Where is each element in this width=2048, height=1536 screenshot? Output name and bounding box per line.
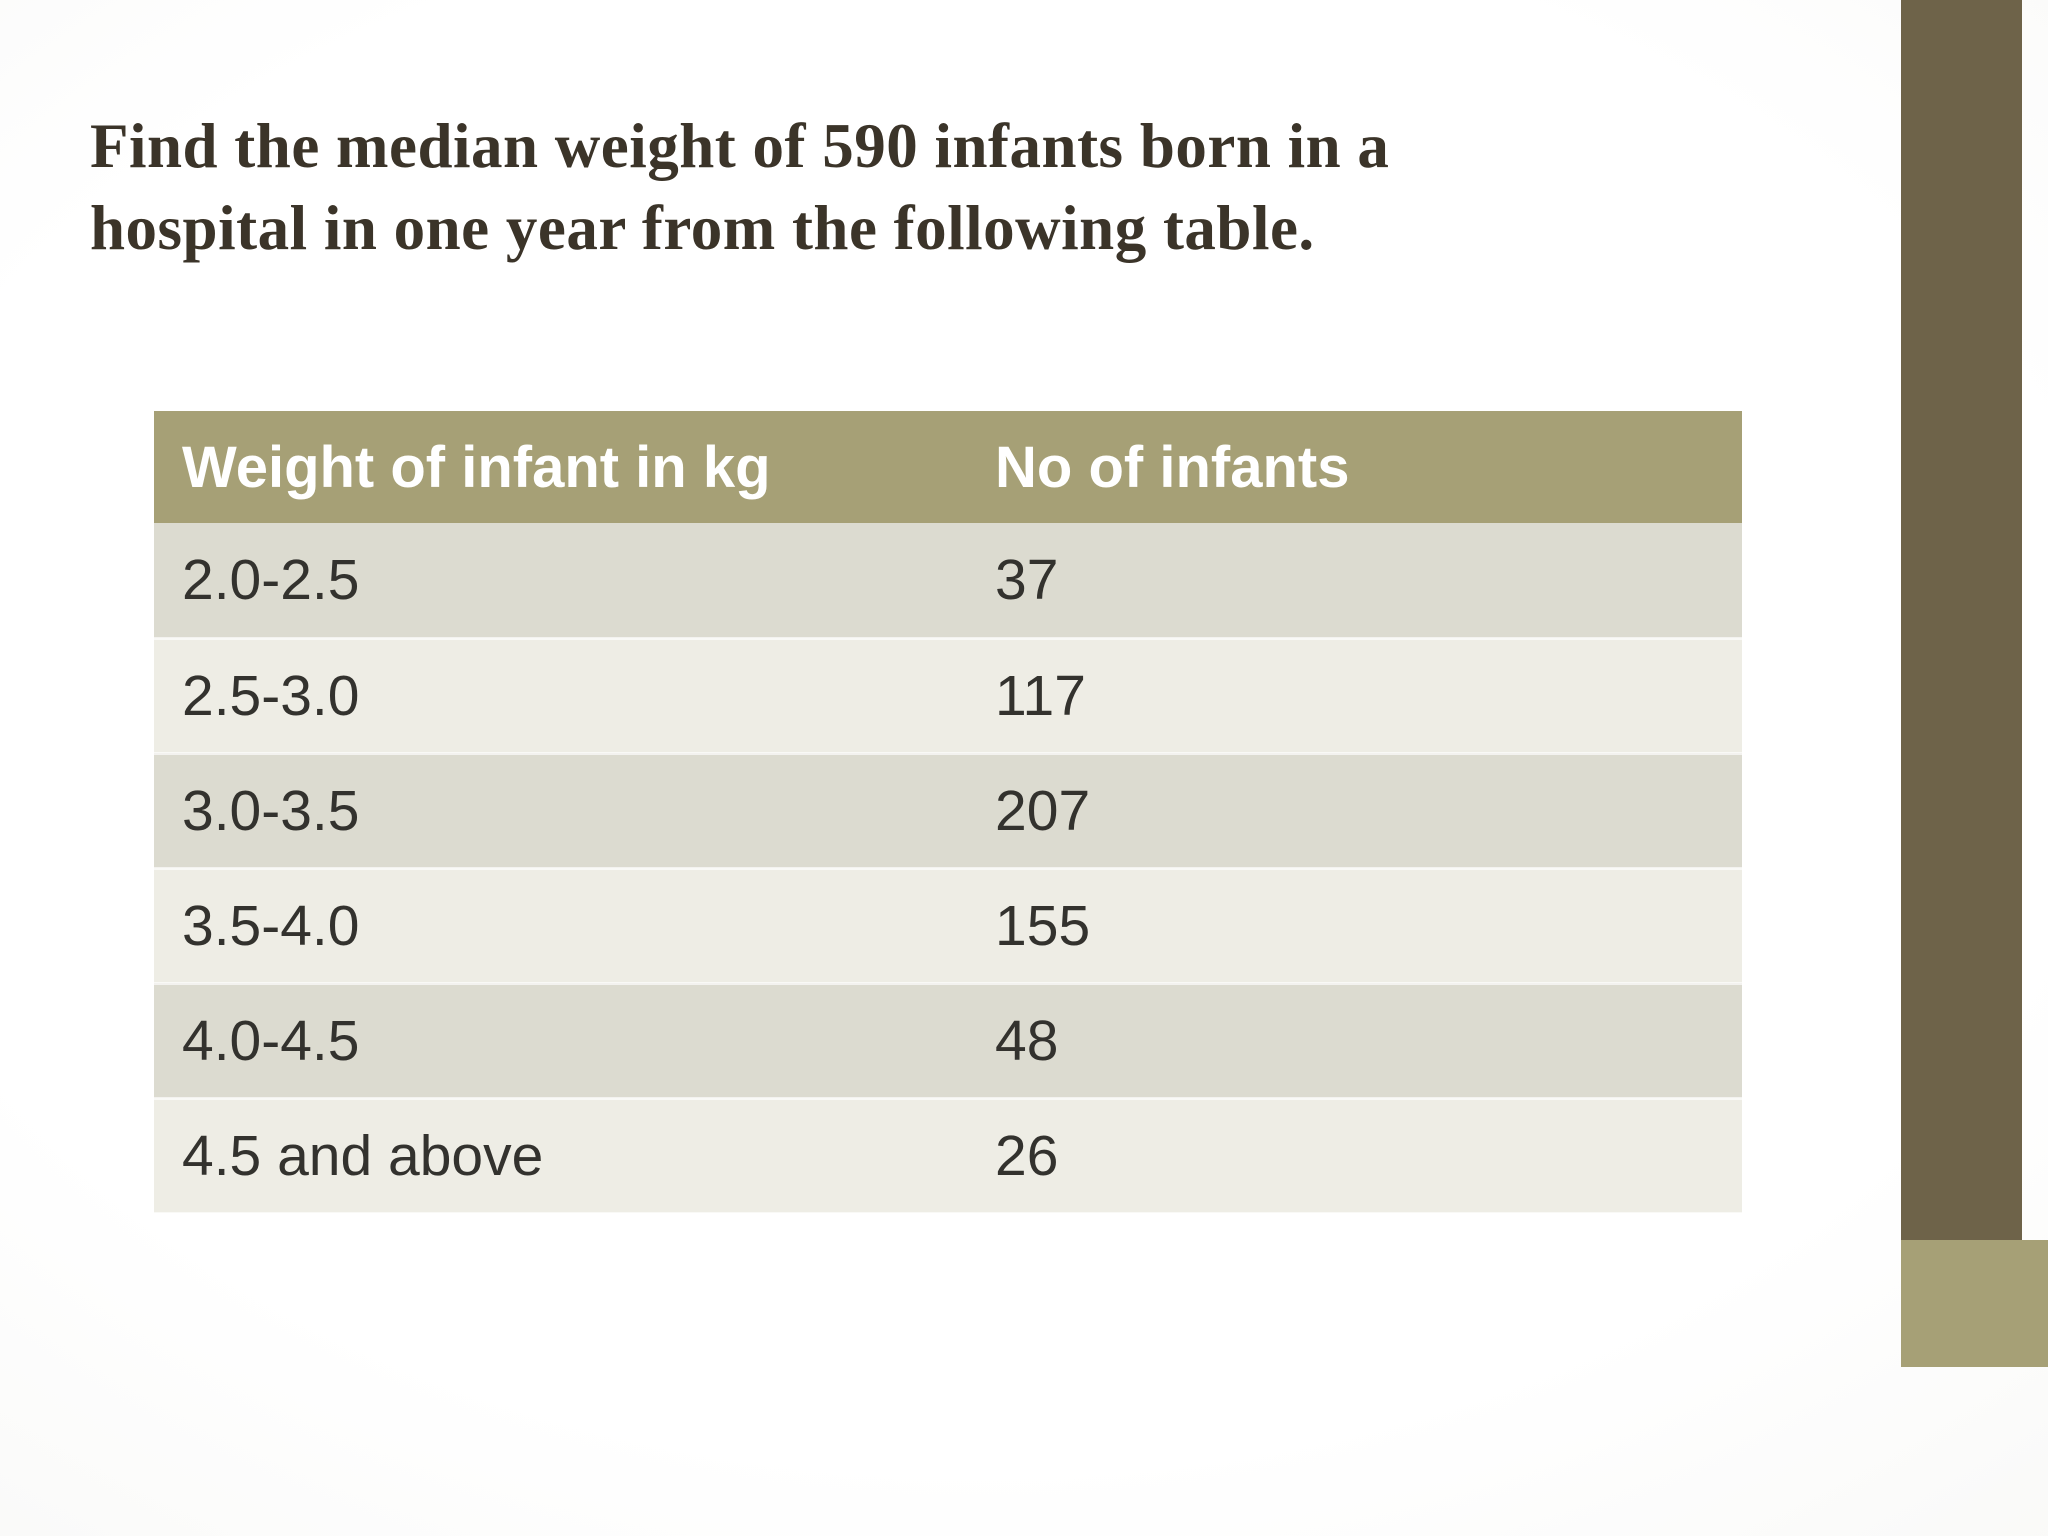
table-row: 4.0-4.5 48: [154, 983, 1742, 1100]
cell-infant-count: 155: [967, 868, 1742, 985]
cell-weight-range: 4.5 and above: [154, 1098, 968, 1215]
cell-infant-count: 207: [967, 753, 1742, 870]
cell-weight-range: 3.5-4.0: [154, 868, 968, 985]
right-sidebar-accent: [1901, 1240, 2048, 1367]
cell-infant-count: 37: [967, 523, 1742, 640]
slide-title: Find the median weight of 590 infants bo…: [90, 106, 1710, 270]
slide-title-line-2: hospital in one year from the following …: [90, 192, 1315, 263]
cell-infant-count: 117: [967, 638, 1742, 755]
frequency-table: Weight of infant in kg No of infants 2.0…: [154, 411, 1742, 1215]
right-sidebar-band: [1901, 0, 2022, 1240]
table-row: 3.5-4.0 155: [154, 868, 1742, 985]
cell-infant-count: 26: [967, 1098, 1742, 1215]
table-row: 2.5-3.0 117: [154, 638, 1742, 755]
cell-weight-range: 2.5-3.0: [154, 638, 968, 755]
table-header-count: No of infants: [967, 411, 1742, 523]
table-row: 4.5 and above 26: [154, 1098, 1742, 1215]
cell-weight-range: 2.0-2.5: [154, 523, 968, 640]
cell-weight-range: 3.0-3.5: [154, 753, 968, 870]
cell-weight-range: 4.0-4.5: [154, 983, 968, 1100]
slide-title-line-1: Find the median weight of 590 infants bo…: [90, 111, 1390, 181]
cell-infant-count: 48: [967, 983, 1742, 1100]
table-header-weight: Weight of infant in kg: [154, 411, 968, 523]
table-header-row: Weight of infant in kg No of infants: [154, 411, 1742, 523]
table-row: 2.0-2.5 37: [154, 523, 1742, 640]
table-row: 3.0-3.5 207: [154, 753, 1742, 870]
